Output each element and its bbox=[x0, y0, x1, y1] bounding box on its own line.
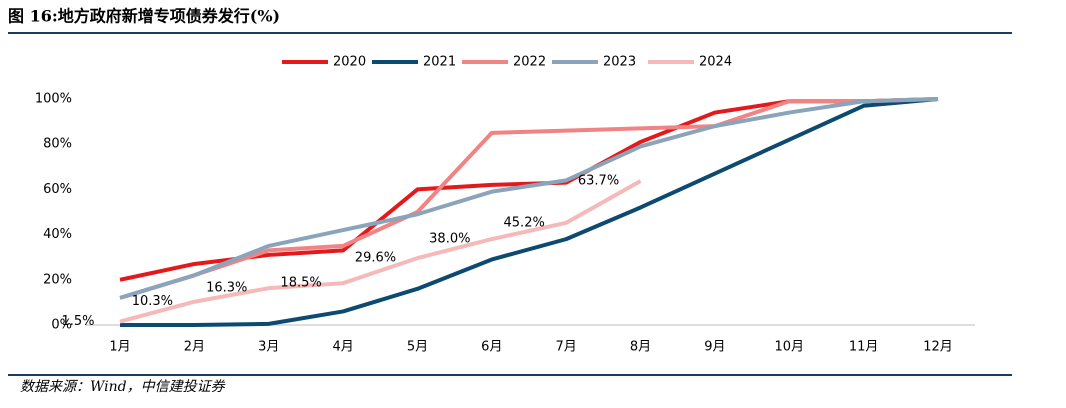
legend-label: 2022 bbox=[513, 55, 546, 70]
y-tick-label: 60% bbox=[43, 182, 72, 197]
data-label: 18.5% bbox=[280, 276, 321, 291]
chart-title: 图 16:地方政府新增专项债券发行(%) bbox=[8, 7, 280, 26]
x-tick-label: 9月 bbox=[704, 340, 725, 355]
y-tick-label: 0% bbox=[51, 318, 72, 333]
x-tick-label: 5月 bbox=[407, 340, 428, 355]
source: 数据来源：Wind，中信建投证券 bbox=[20, 379, 226, 395]
series-line bbox=[119, 97, 939, 300]
y-tick-label: 20% bbox=[43, 272, 72, 287]
x-tick-label: 4月 bbox=[332, 340, 353, 355]
data-label: 1.5% bbox=[61, 314, 94, 329]
data-label: 45.2% bbox=[504, 215, 545, 230]
series-line bbox=[119, 179, 642, 324]
x-tick-label: 11月 bbox=[849, 340, 879, 355]
y-tick-label: 40% bbox=[43, 227, 72, 242]
data-label: 63.7% bbox=[578, 174, 619, 189]
x-tick-label: 6月 bbox=[481, 340, 502, 355]
x-tick-label: 1月 bbox=[109, 340, 130, 355]
legend-label: 2024 bbox=[699, 55, 732, 70]
series-line bbox=[119, 97, 939, 300]
x-tick-label: 3月 bbox=[258, 340, 279, 355]
data-label: 29.6% bbox=[355, 251, 396, 266]
legend-label: 2021 bbox=[423, 55, 456, 70]
y-tick-label: 100% bbox=[35, 92, 72, 107]
data-label: 16.3% bbox=[206, 281, 247, 296]
data-label: 38.0% bbox=[429, 232, 470, 247]
series-line bbox=[120, 97, 939, 327]
x-tick-label: 2月 bbox=[184, 340, 205, 355]
x-tick-label: 10月 bbox=[774, 340, 804, 355]
legend-label: 2020 bbox=[333, 55, 366, 70]
y-tick-label: 80% bbox=[43, 137, 72, 152]
x-tick-label: 8月 bbox=[630, 340, 651, 355]
data-label: 10.3% bbox=[132, 294, 173, 309]
x-tick-label: 12月 bbox=[923, 340, 953, 355]
legend-label: 2023 bbox=[603, 55, 636, 70]
x-tick-label: 7月 bbox=[556, 340, 577, 355]
